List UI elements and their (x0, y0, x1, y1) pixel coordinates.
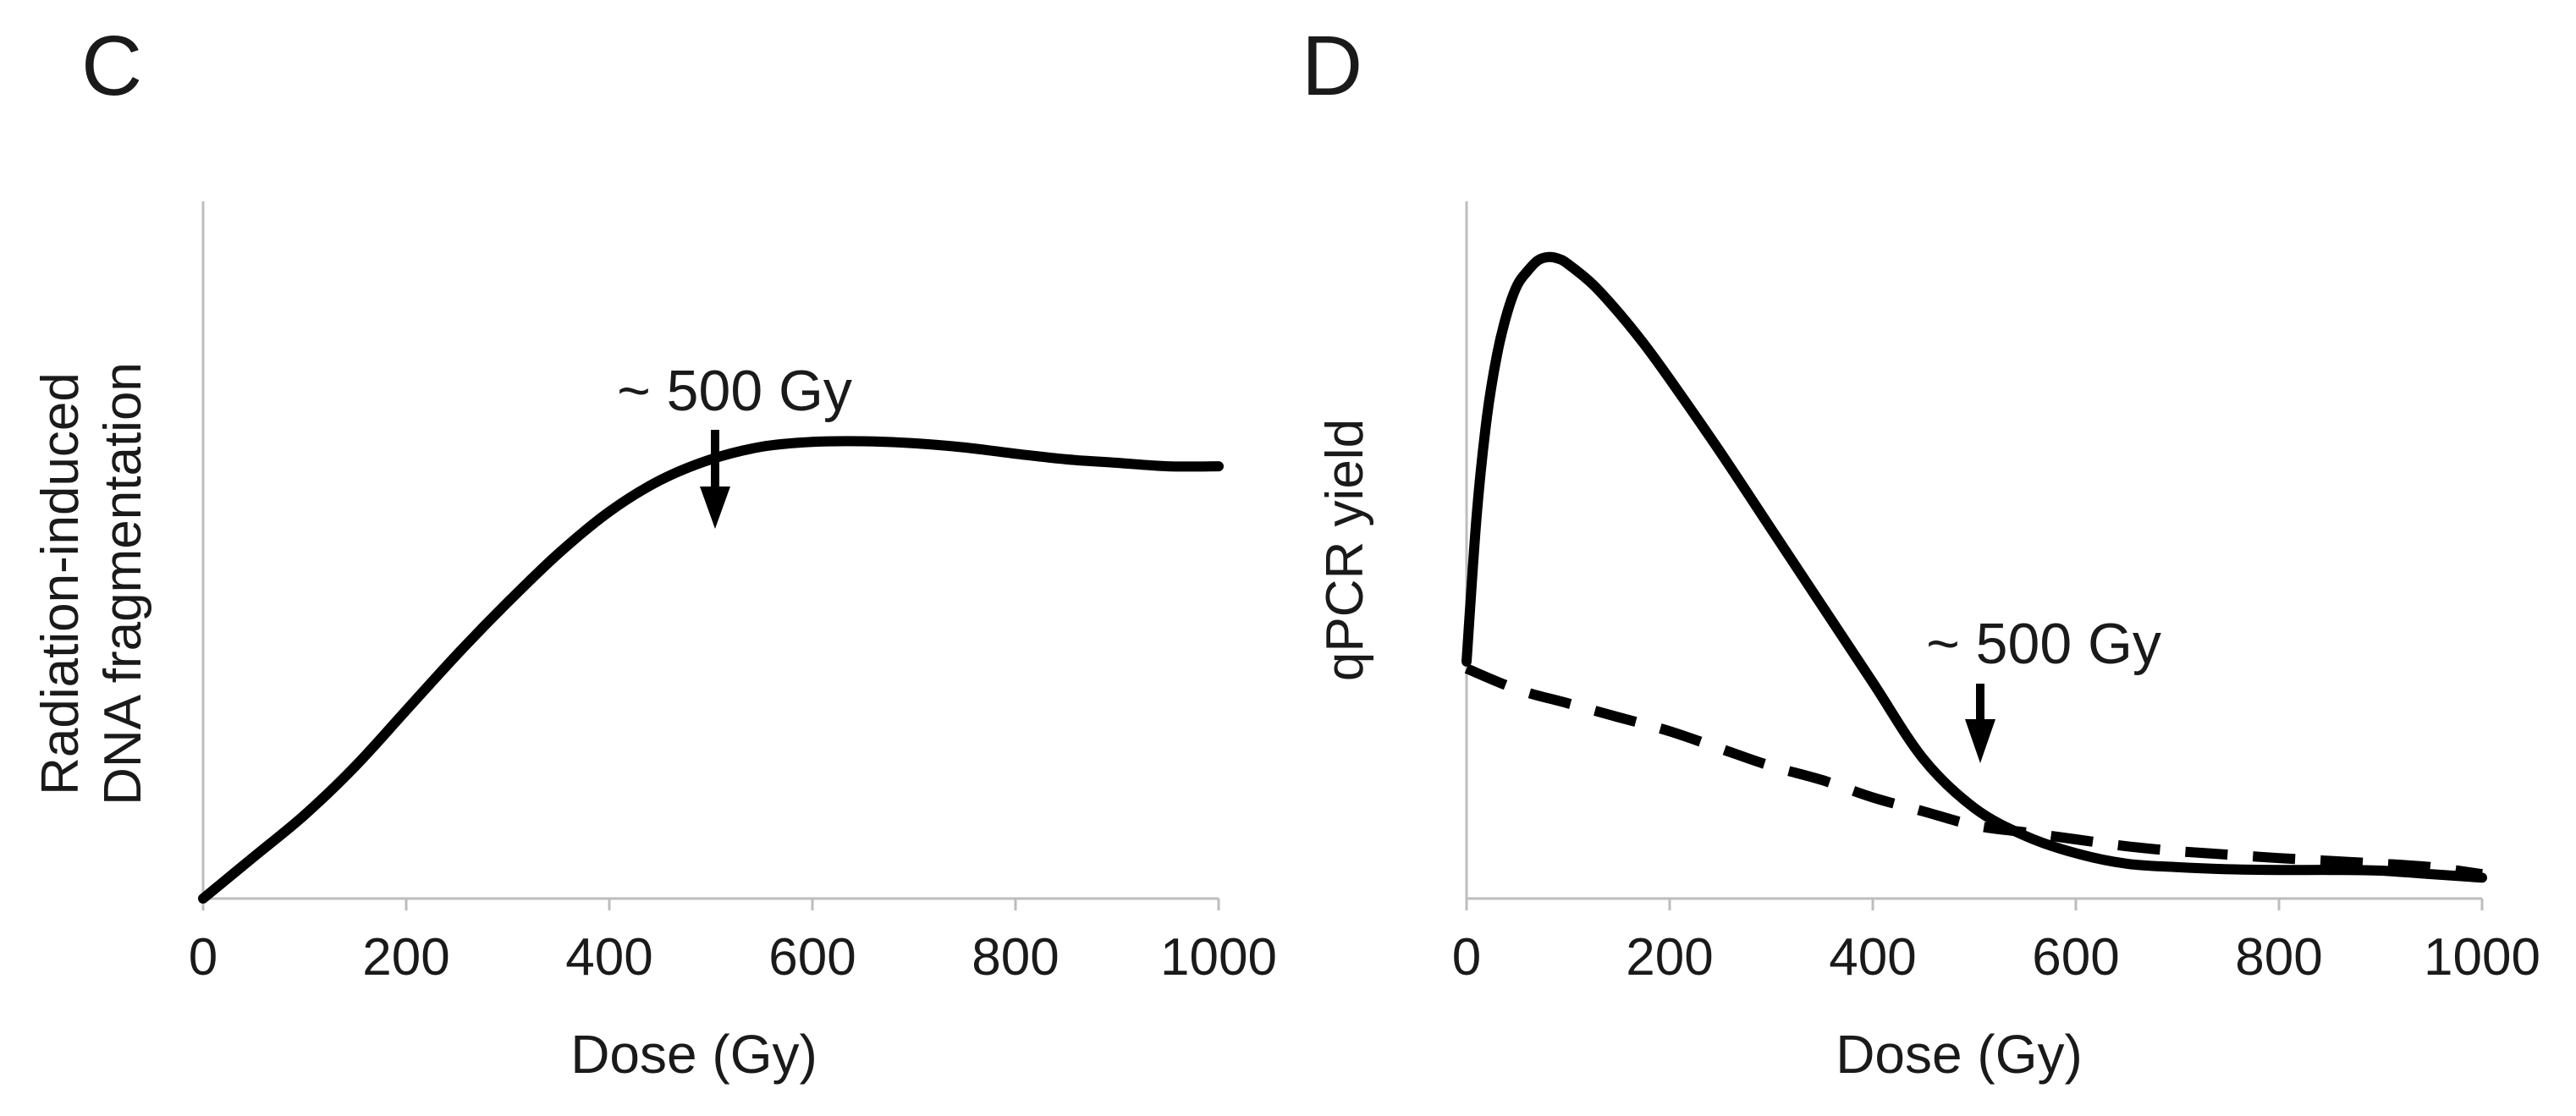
panel-c-annotation-label: ~ 500 Gy (617, 359, 852, 423)
panel-c-label: C (81, 19, 142, 113)
panel-d-label: D (1302, 19, 1362, 113)
panel-c-y-axis-title-line-1: Radiation-induced (31, 372, 90, 795)
panel-c-x-tick-label: 1000 (1160, 928, 1277, 987)
panel-c-x-axis-title: Dose (Gy) (570, 1024, 817, 1085)
panel-d-x-ticks (1465, 899, 2484, 910)
panel-d-series-line-solid (1461, 251, 2487, 883)
panel-c-x-ticks (201, 899, 1220, 910)
panel-c-y-axis-title-line-2: DNA fragmentation (94, 362, 152, 805)
panel-c-x-tick-label: 600 (768, 928, 856, 987)
panel-c-annotation: ~ 500 Gy (617, 359, 852, 529)
panel-d-x-tick-label: 600 (2032, 928, 2119, 987)
panel-c-x-tick-label: 200 (362, 928, 449, 987)
panel-c: C 0 200 400 600 800 1000 Dose (Gy) Radiation-… (31, 19, 1277, 1085)
panel-d-x-axis-title: Dose (Gy) (1836, 1024, 2083, 1085)
panel-d: D 0 200 400 600 800 1000 Dose (Gy) qPCR yield… (1302, 19, 2540, 1085)
panel-d-annotation-arrowhead (1965, 719, 1995, 763)
panel-c-x-tick-labels: 0 200 400 600 800 1000 (189, 928, 1277, 987)
panel-c-series-line-fragmentation (198, 436, 1224, 904)
panel-c-x-tick-label: 800 (972, 928, 1059, 987)
panel-d-annotation-label: ~ 500 Gy (1926, 612, 2161, 676)
panel-c-series (198, 436, 1224, 904)
panel-d-annotation: ~ 500 Gy (1926, 612, 2161, 763)
panel-c-annotation-arrowhead (700, 487, 730, 529)
panel-d-x-tick-label: 400 (1829, 928, 1916, 987)
panel-d-series-line-dashed (1464, 663, 2483, 880)
panel-c-y-axis-title: Radiation-induced DNA fragmentation (31, 362, 152, 805)
panel-c-x-tick-label: 400 (565, 928, 652, 987)
panel-d-y-axis-title: qPCR yield (1316, 419, 1374, 681)
panel-d-x-tick-label: 1000 (2424, 928, 2540, 987)
panel-d-series (1461, 251, 2487, 883)
panel-d-x-tick-labels: 0 200 400 600 800 1000 (1452, 928, 2540, 987)
panel-d-x-tick-label: 200 (1626, 928, 1713, 987)
panel-d-x-tick-label: 0 (1452, 928, 1481, 987)
panel-c-x-tick-label: 0 (189, 928, 217, 987)
panel-d-x-tick-label: 800 (2235, 928, 2322, 987)
